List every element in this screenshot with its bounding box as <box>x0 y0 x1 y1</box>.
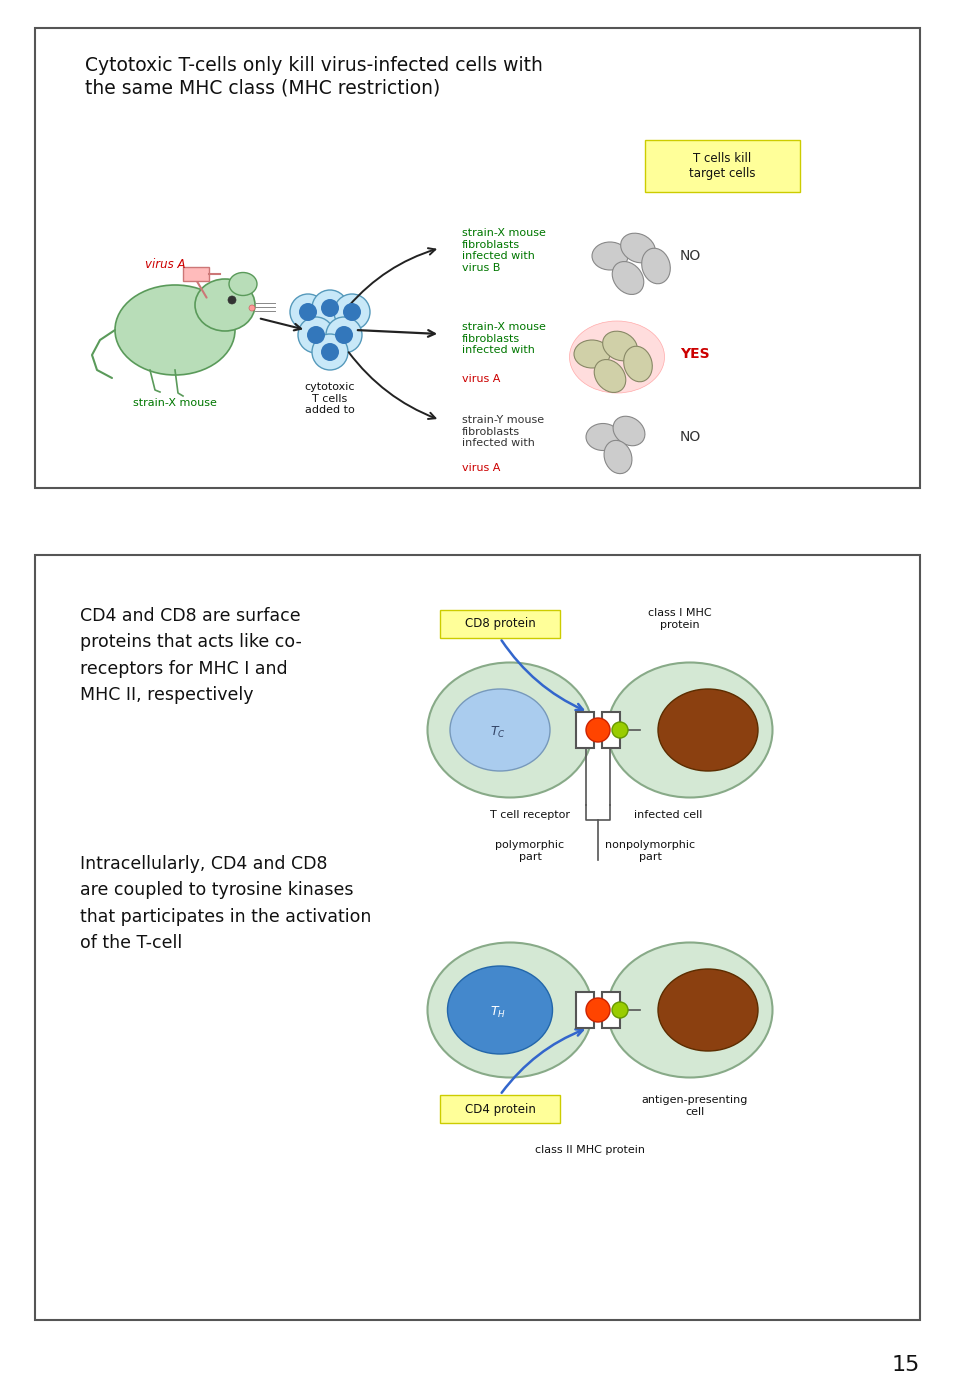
Text: CD8 protein: CD8 protein <box>465 618 536 630</box>
Text: polymorphic
part: polymorphic part <box>495 841 564 861</box>
Bar <box>35 555 920 1320</box>
Ellipse shape <box>447 966 553 1054</box>
Ellipse shape <box>195 279 255 330</box>
Ellipse shape <box>604 441 632 474</box>
Text: class I MHC
protein: class I MHC protein <box>648 608 711 630</box>
Text: antigen-presenting
cell: antigen-presenting cell <box>642 1096 748 1117</box>
Text: NO: NO <box>680 429 701 445</box>
Text: $T_C$: $T_C$ <box>491 725 506 740</box>
Text: strain-X mouse
fibroblasts
infected with: strain-X mouse fibroblasts infected with <box>462 322 546 355</box>
Text: class II MHC protein: class II MHC protein <box>535 1144 645 1156</box>
Ellipse shape <box>608 662 773 797</box>
Bar <box>35 28 920 488</box>
Circle shape <box>312 290 348 326</box>
Ellipse shape <box>592 243 628 270</box>
Ellipse shape <box>612 262 644 294</box>
Circle shape <box>307 326 325 344</box>
Ellipse shape <box>427 662 592 797</box>
Text: strain-X mouse: strain-X mouse <box>133 399 217 408</box>
Circle shape <box>299 302 317 321</box>
Text: strain-X mouse
fibroblasts
infected with
virus B: strain-X mouse fibroblasts infected with… <box>462 229 546 273</box>
Circle shape <box>612 1002 628 1018</box>
Ellipse shape <box>658 969 758 1051</box>
Text: Cytotoxic T-cells only kill virus-infected cells with
the same MHC class (MHC re: Cytotoxic T-cells only kill virus-infect… <box>85 56 542 98</box>
Bar <box>645 139 800 192</box>
Circle shape <box>312 335 348 369</box>
Text: 15: 15 <box>892 1355 920 1374</box>
Bar <box>440 611 560 638</box>
Circle shape <box>335 326 353 344</box>
Text: virus A: virus A <box>145 258 185 270</box>
Ellipse shape <box>641 248 670 284</box>
Circle shape <box>249 305 255 311</box>
Circle shape <box>586 998 610 1022</box>
Ellipse shape <box>594 360 626 393</box>
Text: Intracellularly, CD4 and CD8
are coupled to tyrosine kinases
that participates i: Intracellularly, CD4 and CD8 are coupled… <box>80 855 372 952</box>
Ellipse shape <box>621 233 656 263</box>
Circle shape <box>298 316 334 353</box>
Circle shape <box>290 294 326 330</box>
Ellipse shape <box>229 272 257 296</box>
Text: virus A: virus A <box>462 374 500 383</box>
Text: CD4 and CD8 are surface
proteins that acts like co-
receptors for MHC I and
MHC : CD4 and CD8 are surface proteins that ac… <box>80 606 301 704</box>
Text: T cells kill
target cells: T cells kill target cells <box>688 152 756 180</box>
Text: T cell receptor: T cell receptor <box>490 810 570 820</box>
Circle shape <box>326 316 362 353</box>
Text: virus A: virus A <box>462 463 500 473</box>
Ellipse shape <box>450 689 550 771</box>
Bar <box>440 1096 560 1124</box>
Circle shape <box>343 302 361 321</box>
Ellipse shape <box>608 942 773 1078</box>
Text: $T_H$: $T_H$ <box>490 1005 506 1019</box>
Bar <box>602 993 620 1027</box>
Circle shape <box>612 722 628 737</box>
Ellipse shape <box>115 284 235 375</box>
Ellipse shape <box>624 346 652 382</box>
Ellipse shape <box>586 424 620 450</box>
Text: nonpolymorphic
part: nonpolymorphic part <box>605 841 695 861</box>
Text: NO: NO <box>680 250 701 263</box>
Circle shape <box>321 343 339 361</box>
Circle shape <box>321 298 339 316</box>
Ellipse shape <box>613 417 645 446</box>
Text: YES: YES <box>680 347 709 361</box>
Text: strain-Y mouse
fibroblasts
infected with: strain-Y mouse fibroblasts infected with <box>462 415 544 449</box>
Bar <box>183 268 209 282</box>
Bar <box>602 712 620 749</box>
Ellipse shape <box>427 942 592 1078</box>
Text: infected cell: infected cell <box>634 810 702 820</box>
Ellipse shape <box>569 321 664 393</box>
Ellipse shape <box>574 340 610 368</box>
Bar <box>576 993 594 1027</box>
Circle shape <box>334 294 370 330</box>
Ellipse shape <box>603 332 637 361</box>
Text: cytotoxic
T cells
added to: cytotoxic T cells added to <box>304 382 355 415</box>
Circle shape <box>586 718 610 742</box>
Ellipse shape <box>658 689 758 771</box>
Circle shape <box>228 296 236 304</box>
Text: CD4 protein: CD4 protein <box>465 1103 536 1115</box>
Bar <box>576 712 594 749</box>
